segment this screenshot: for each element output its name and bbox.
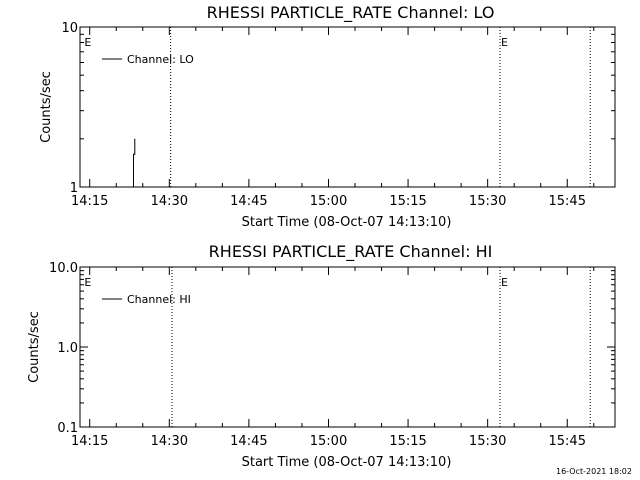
panel-1-event-marker-label: E <box>84 36 91 49</box>
panel-2-plot-frame <box>79 266 616 428</box>
panel-1-x-tick-label: 15:30 <box>469 194 506 209</box>
panel-2-x-tick-label: 15:00 <box>310 434 347 449</box>
timestamp-label: 16-Oct-2021 18:02 <box>556 467 632 476</box>
panel-1-x-tick-label: 14:45 <box>230 194 267 209</box>
panel-2-x-tick-label: 15:30 <box>469 434 506 449</box>
panel-1-plot-frame <box>79 26 616 188</box>
panel-2-x-tick-label: 15:15 <box>389 434 426 449</box>
panel-1-event-marker-label: E <box>501 36 508 49</box>
panel-2-y-tick-label: 1.0 <box>57 341 78 356</box>
panel-1-x-tick-label: 14:30 <box>151 194 188 209</box>
panel-2-y-tick-label: 0.1 <box>57 421 78 436</box>
panel-1-x-axis-label: Start Time (08-Oct-07 14:13:10) <box>242 215 452 230</box>
panel-1-x-tick-label: 15:15 <box>389 194 426 209</box>
panel-2-x-axis-label: Start Time (08-Oct-07 14:13:10) <box>242 455 452 470</box>
panel-1-y-tick-label: 10 <box>61 21 78 36</box>
panel-1-chart-title: RHESSI PARTICLE_RATE Channel: LO <box>207 3 495 23</box>
panel-2-x-tick-label: 14:30 <box>151 434 188 449</box>
panel-2-y-axis-label: Counts/sec <box>27 311 42 383</box>
panel-1-x-tick-label: 15:00 <box>310 194 347 209</box>
panel-2-event-marker-label: E <box>501 276 508 289</box>
panel-2-x-tick-label: 14:45 <box>230 434 267 449</box>
panel-1-legend-entry: Channel: LO <box>127 53 194 66</box>
panel-2-x-tick-label: 15:45 <box>549 434 586 449</box>
panel-1-y-tick-label: 1 <box>70 181 78 196</box>
panel-1-series-line <box>133 138 136 187</box>
panel-2-x-tick-label: 14:15 <box>71 434 108 449</box>
panel-2-event-marker-label: E <box>84 276 91 289</box>
panel-2-y-tick-label: 10.0 <box>49 261 78 276</box>
panel-2-chart-title: RHESSI PARTICLE_RATE Channel: HI <box>209 242 493 262</box>
panel-1-x-tick-label: 14:15 <box>71 194 108 209</box>
panel-1-x-tick-label: 15:45 <box>549 194 586 209</box>
panel-2-legend-entry: Channel: HI <box>127 293 191 306</box>
panel-1-y-axis-label: Counts/sec <box>39 71 54 143</box>
